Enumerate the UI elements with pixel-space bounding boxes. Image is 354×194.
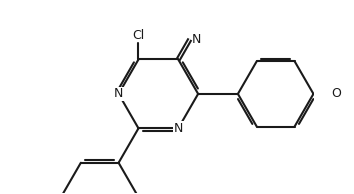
Text: N: N (173, 122, 183, 135)
Text: N: N (114, 87, 123, 100)
Text: Cl: Cl (132, 29, 144, 42)
Text: N: N (192, 33, 201, 46)
Text: O: O (331, 87, 341, 100)
